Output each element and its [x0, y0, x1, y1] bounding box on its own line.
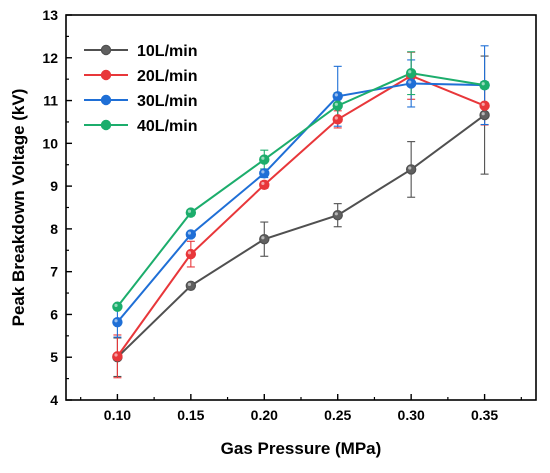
data-point-highlight: [114, 319, 118, 323]
legend-marker-20l-min: [100, 69, 112, 81]
legend-label-40l-min: 40L/min: [137, 118, 197, 135]
y-tick-label: 4: [50, 392, 58, 408]
data-point-40l-min: [405, 67, 417, 79]
data-point-highlight: [408, 166, 412, 170]
data-point-30l-min: [405, 78, 417, 89]
legend-marker-30l-min: [100, 94, 112, 106]
data-point-20l-min: [112, 351, 123, 362]
data-point-highlight: [261, 181, 265, 186]
series-line-40l-min: [116, 72, 485, 308]
y-tick-label: 7: [50, 264, 58, 280]
series-line-10l-min: [116, 114, 486, 358]
data-point-highlight: [187, 231, 192, 235]
data-point-20l-min: [259, 179, 270, 191]
x-tick-label: 0.15: [177, 407, 204, 423]
y-tick-label: 11: [43, 93, 58, 109]
data-point-30l-min: [112, 316, 123, 328]
data-point-highlight: [334, 116, 338, 120]
data-point-30l-min: [185, 229, 197, 240]
data-point-10l-min: [259, 233, 270, 245]
series-line-20l-min: [116, 74, 485, 357]
data-point-highlight: [187, 209, 192, 213]
data-point-10l-min: [405, 164, 417, 175]
legend-label-10l-min: 10L/min: [137, 43, 197, 60]
x-tick-label: 0.30: [398, 407, 425, 423]
y-axis-title: Peak Breakdown Voltage (kV): [9, 89, 28, 327]
legend-marker-40l-min: [100, 119, 112, 131]
data-point-highlight: [334, 212, 338, 216]
x-tick-label: 0.25: [324, 407, 351, 423]
data-point-40l-min: [332, 100, 343, 111]
y-tick-label: 10: [42, 135, 58, 151]
data-point-20l-min: [185, 248, 197, 260]
data-point-10l-min: [332, 209, 343, 221]
x-tick-label: 0.35: [471, 407, 498, 423]
data-point-40l-min: [259, 154, 270, 165]
data-point-highlight: [481, 82, 485, 86]
data-point-highlight: [334, 93, 338, 97]
y-tick-label: 13: [42, 7, 58, 23]
data-point-20l-min: [332, 114, 343, 125]
data-point-highlight: [481, 102, 485, 106]
data-point-highlight: [187, 282, 192, 286]
data-point-40l-min: [479, 79, 490, 91]
data-point-40l-min: [112, 301, 123, 312]
data-point-highlight: [261, 170, 265, 174]
y-tick-label: 12: [42, 50, 58, 66]
legend-marker-10l-min: [100, 44, 112, 56]
series-line-30l-min: [116, 82, 485, 323]
data-point-highlight: [187, 251, 192, 255]
y-tick-label: 6: [50, 306, 58, 322]
data-point-highlight: [481, 112, 485, 116]
data-point-20l-min: [479, 100, 490, 111]
y-tick-label: 9: [50, 178, 58, 194]
data-point-highlight: [114, 353, 118, 357]
data-point-highlight: [261, 156, 265, 160]
data-point-10l-min: [185, 280, 197, 291]
data-point-highlight: [408, 70, 412, 74]
data-point-40l-min: [185, 207, 197, 218]
data-point-10l-min: [479, 109, 490, 121]
data-point-30l-min: [332, 91, 343, 102]
y-tick-label: 8: [50, 221, 58, 237]
x-tick-label: 0.20: [251, 407, 278, 423]
x-tick-label: 0.10: [104, 407, 131, 423]
x-axis-title: Gas Pressure (MPa): [221, 439, 382, 458]
data-point-highlight: [114, 303, 118, 307]
data-point-highlight: [261, 236, 265, 240]
data-point-30l-min: [259, 168, 270, 179]
legend-label-30l-min: 30L/min: [137, 93, 197, 110]
data-point-highlight: [334, 102, 338, 106]
data-point-highlight: [408, 80, 412, 84]
legend-label-20l-min: 20L/min: [137, 68, 197, 85]
y-tick-label: 5: [50, 349, 58, 365]
